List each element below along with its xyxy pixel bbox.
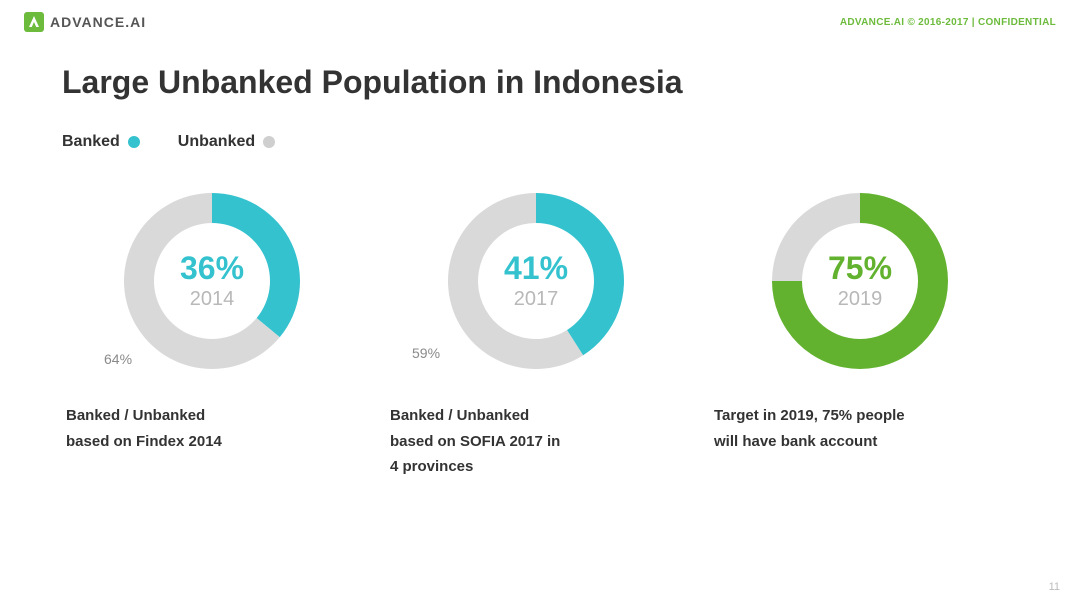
legend-label-unbanked: Unbanked (178, 133, 255, 151)
slide-header: ADVANCE.AI ADVANCE.AI © 2016-2017 | CONF… (0, 0, 1080, 40)
charts-row: 36% 2014 64% Banked / Unbankedbased on Find… (0, 151, 1080, 480)
legend-item-unbanked: Unbanked (178, 133, 275, 151)
chart-caption: Target in 2019, 75% peoplewill have bank… (710, 403, 1010, 454)
legend-label-banked: Banked (62, 133, 120, 151)
donut-year-label: 2019 (838, 288, 883, 311)
chart-column: 75% 2019 Target in 2019, 75% peoplewill ha… (710, 181, 1010, 480)
donut-year-label: 2017 (514, 288, 559, 311)
brand-logo-mark (24, 12, 44, 32)
slide-title: Large Unbanked Population in Indonesia (0, 40, 1080, 101)
confidential-label: ADVANCE.AI © 2016-2017 | CONFIDENTIAL (840, 17, 1056, 28)
donut-percent-label: 41% (504, 252, 568, 284)
page-number: 11 (1049, 581, 1060, 593)
donut-percent-label: 36% (180, 252, 244, 284)
donut-center: 36% 2014 (112, 181, 312, 381)
donut-chart: 36%201464% (112, 181, 312, 381)
legend-dot-unbanked (263, 136, 275, 148)
legend-dot-banked (128, 136, 140, 148)
donut-chart: 75% 2019 (760, 181, 960, 381)
chart-caption: Banked / Unbankedbased on Findex 2014 (62, 403, 362, 454)
chart-caption: Banked / Unbankedbased on SOFIA 2017 in4… (386, 403, 686, 480)
brand-name: ADVANCE.AI (50, 14, 146, 30)
chart-legend: Banked Unbanked (0, 101, 1080, 151)
donut-chart: 41%201759% (436, 181, 636, 381)
donut-outside-label: 64% (104, 351, 132, 367)
chart-column: 41% 2017 59% Banked / Unbankedbased on SOFI… (386, 181, 686, 480)
brand-logo: ADVANCE.AI (24, 12, 146, 32)
donut-center: 41% 2017 (436, 181, 636, 381)
donut-outside-label: 59% (412, 345, 440, 361)
donut-center: 75% 2019 (760, 181, 960, 381)
legend-item-banked: Banked (62, 133, 140, 151)
donut-percent-label: 75% (828, 252, 892, 284)
brand-logo-icon (27, 15, 41, 29)
chart-column: 36% 2014 64% Banked / Unbankedbased on Find… (62, 181, 362, 480)
donut-year-label: 2014 (190, 288, 235, 311)
